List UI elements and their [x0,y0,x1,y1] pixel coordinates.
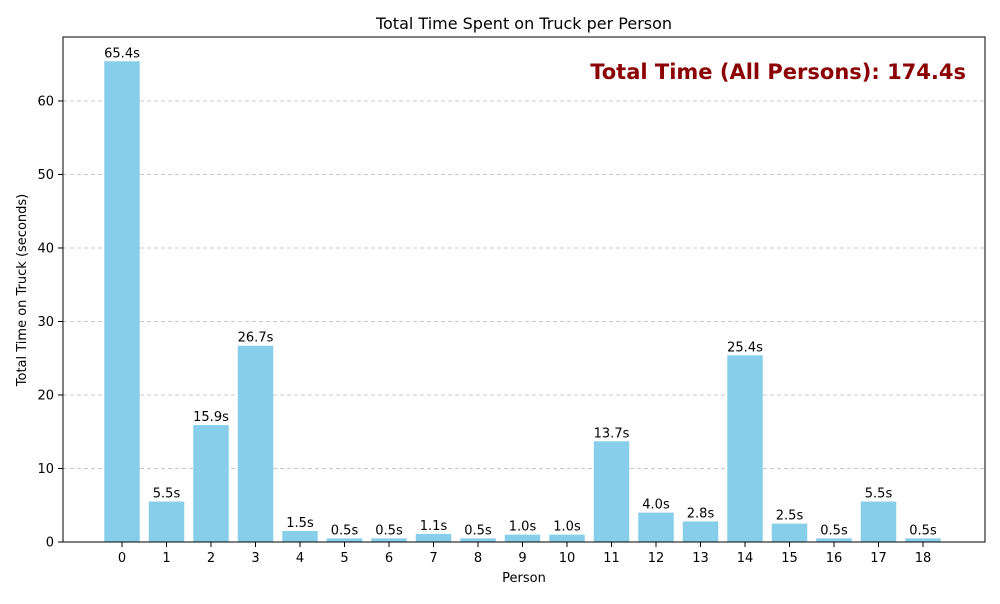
x-tick-label: 6 [385,551,393,566]
bar-person-14 [727,355,763,542]
y-tick-label: 40 [37,241,54,256]
bar-person-10 [549,534,585,542]
x-tick-label: 14 [737,551,754,566]
bar-person-4 [282,530,318,542]
bar-value-label: 0.5s [909,523,937,538]
x-tick-label: 8 [474,551,482,566]
bars [104,61,941,543]
x-tick-label: 16 [826,551,843,566]
x-tick-label: 12 [648,551,665,566]
bar-value-label: 1.1s [420,519,448,534]
bar-person-0 [104,61,140,543]
y-tick-label: 30 [37,315,54,330]
bar-person-16 [816,538,852,542]
y-axis-label: Total Time on Truck (seconds) [15,194,30,387]
bar-person-5 [326,538,363,542]
bar-value-labels: 65.4s 5.5s 15.9s 26.7s 1.5s 0.5s 0.5s 1.1s 0.5s 1… [104,46,937,538]
bar-person-11 [593,441,630,542]
bar-person-8 [460,538,496,542]
total-time-annotation: Total Time (All Persons): 174.4s [590,60,966,84]
bar-person-2 [193,425,229,542]
x-tick-label: 17 [870,551,887,566]
bar-value-label: 0.5s [331,523,359,538]
x-tick-label: 10 [559,551,576,566]
x-tick-label: 18 [915,551,932,566]
x-tick-label: 7 [429,551,437,566]
bar-value-label: 13.7s [594,426,630,441]
x-tick-label: 15 [781,551,798,566]
bar-value-label: 2.8s [687,506,715,521]
bar-person-9 [504,534,541,542]
bar-value-label: 1.0s [553,520,581,535]
bar-person-6 [371,538,407,542]
plot-frame [62,36,986,543]
y-tick-label: 20 [37,388,54,403]
bar-person-3 [237,345,274,542]
bar-person-13 [682,521,719,542]
y-tick-label: 50 [37,168,54,183]
x-tick-label: 0 [118,551,126,566]
bar-value-label: 26.7s [238,331,274,346]
bar-value-label: 0.5s [464,523,492,538]
bar-value-label: 25.4s [727,340,763,355]
y-tick-label: 0 [46,536,54,551]
bar-value-label: 2.5s [776,509,804,524]
bar-value-label: 65.4s [104,46,140,61]
bar-value-label: 4.0s [642,498,670,513]
bar-value-label: 0.5s [820,523,848,538]
bar-person-1 [148,501,185,542]
bar-value-label: 15.9s [193,410,229,425]
bar-value-label: 1.5s [286,516,314,531]
bar-person-7 [415,533,452,542]
x-tick-label: 1 [162,551,170,566]
bar-person-12 [638,512,674,542]
bar-value-label: 0.5s [375,523,403,538]
x-tick-label: 9 [518,551,526,566]
x-tick-label: 5 [340,551,348,566]
bar-value-label: 5.5s [865,487,893,502]
bar-person-18 [905,538,941,542]
chart-title: Total Time Spent on Truck per Person [375,14,672,33]
bar-person-17 [860,501,897,542]
x-tick-label: 11 [603,551,620,566]
x-tick-label: 4 [296,551,304,566]
y-tick-label: 10 [37,462,54,477]
bar-value-label: 1.0s [509,520,537,535]
x-tick-label: 3 [251,551,259,566]
bar-value-label: 5.5s [153,487,181,502]
x-tick-label: 13 [692,551,709,566]
y-tick-label: 60 [37,94,54,109]
x-axis-label: Person [502,571,546,586]
x-tick-label: 2 [207,551,215,566]
bar-person-15 [771,523,808,542]
